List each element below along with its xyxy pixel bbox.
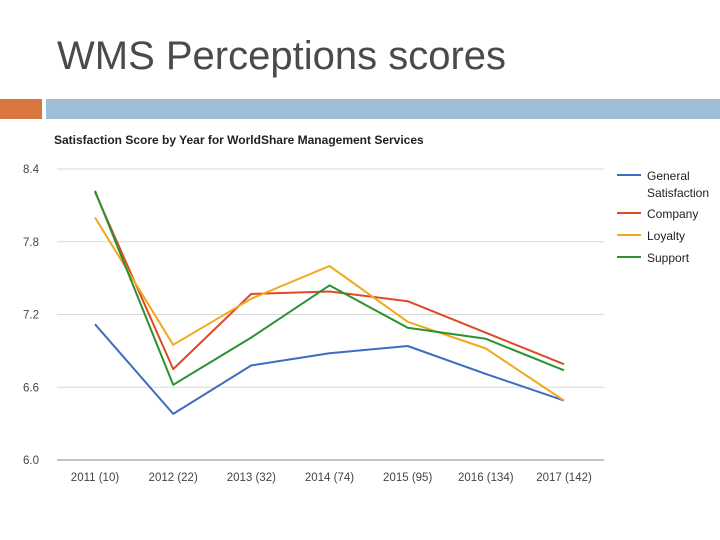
series-line bbox=[94, 190, 565, 386]
series-line bbox=[94, 191, 565, 371]
y-tick-label: 7.2 bbox=[23, 310, 39, 322]
x-tick-label: 2015 (95) bbox=[383, 472, 432, 484]
x-tick-label: 2013 (32) bbox=[227, 472, 276, 484]
accent-block bbox=[0, 99, 42, 119]
y-tick-label: 8.4 bbox=[23, 164, 40, 176]
accent-bar bbox=[46, 99, 720, 119]
legend-label: General bbox=[647, 169, 690, 183]
x-tick-label: 2016 (134) bbox=[458, 472, 514, 484]
x-tick-label: 2014 (74) bbox=[305, 472, 354, 484]
x-tick-label: 2017 (142) bbox=[536, 472, 592, 484]
slide-title: WMS Perceptions scores bbox=[57, 34, 507, 78]
legend-label: Satisfaction bbox=[647, 186, 709, 200]
x-tick-label: 2011 (10) bbox=[71, 472, 120, 484]
chart-title: Satisfaction Score by Year for WorldShar… bbox=[54, 133, 424, 147]
legend-label: Company bbox=[647, 207, 698, 221]
series-line bbox=[94, 216, 565, 402]
series-line bbox=[94, 323, 565, 415]
legend-label: Support bbox=[647, 251, 690, 265]
y-tick-label: 7.8 bbox=[23, 237, 39, 249]
y-tick-label: 6.0 bbox=[23, 455, 39, 467]
x-tick-label: 2012 (22) bbox=[149, 472, 198, 484]
legend-label: Loyalty bbox=[647, 229, 685, 243]
y-tick-label: 6.6 bbox=[23, 382, 39, 394]
